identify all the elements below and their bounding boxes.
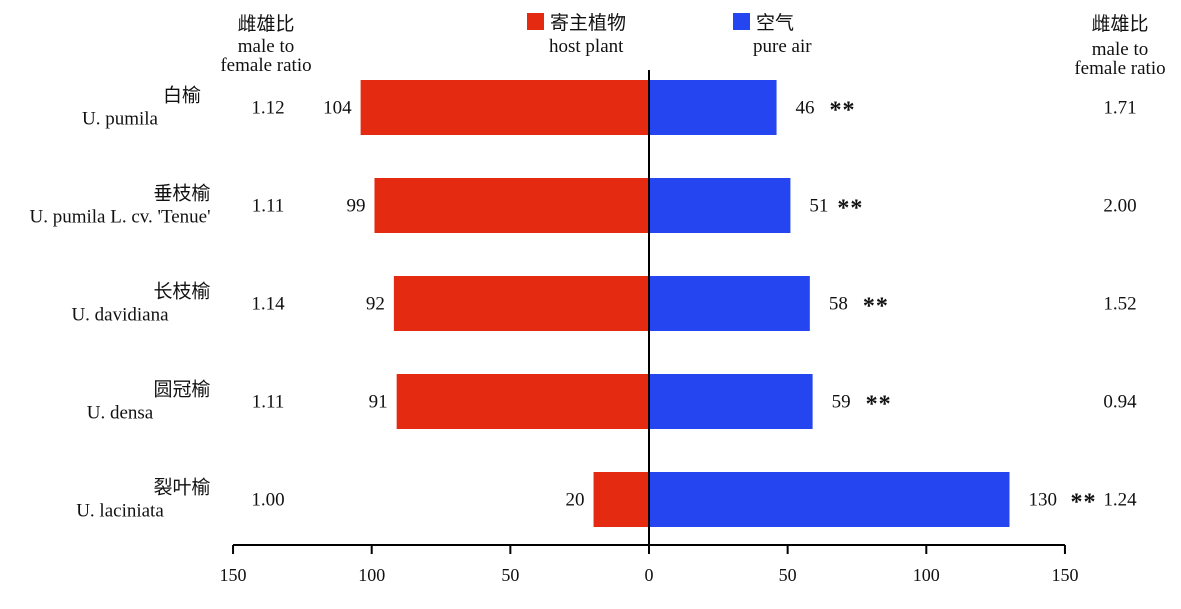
bar-host-plant — [374, 178, 649, 233]
left-ratio-header-en2: female ratio — [220, 55, 311, 76]
category-label-cn: 圆冠榆 — [153, 379, 210, 401]
left-ratio-value: 1.00 — [251, 490, 284, 511]
right-ratio-header: 雌雄比 male to female ratio — [1074, 13, 1165, 79]
bar-host-plant — [360, 80, 649, 135]
legend-swatch-host-plant — [527, 13, 544, 30]
data-label-pure-air: 46 — [796, 98, 815, 119]
left-ratio-header: 雌雄比 male to female ratio — [220, 13, 311, 76]
left-ratio-value: 1.12 — [251, 98, 284, 119]
right-ratio-value: 0.94 — [1103, 392, 1137, 413]
data-label-pure-air: 130 — [1028, 490, 1057, 511]
left-ratio-header-en1: male to — [238, 36, 294, 57]
data-label-host-plant: 20 — [566, 490, 585, 511]
significance-marker: ** — [863, 294, 889, 320]
category-label-cn: 长枝榆 — [153, 281, 210, 303]
bar-pure-air — [649, 472, 1010, 527]
legend-swatch-pure-air — [733, 13, 750, 30]
x-axis: 150 100 50 0 50 100 150 — [220, 544, 1078, 585]
legend-label-host-plant-en: host plant — [549, 36, 624, 57]
data-label-pure-air: 58 — [829, 294, 848, 315]
left-ratio-value: 1.14 — [251, 294, 285, 315]
category-label-latin: U. davidiana — [71, 305, 169, 326]
category-label-cn: 垂枝榆 — [153, 183, 210, 205]
right-ratio-value: 2.00 — [1103, 196, 1136, 217]
bar-host-plant — [396, 374, 649, 429]
category-label-latin: U. pumila L. cv. 'Tenue' — [29, 207, 210, 228]
category-label-latin: U. laciniata — [76, 501, 164, 522]
legend-label-pure-air-cn: 空气 — [756, 12, 794, 34]
legend-label-pure-air-en: pure air — [753, 36, 812, 57]
category-label-latin: U. densa — [87, 403, 154, 424]
data-label-pure-air: 51 — [809, 196, 828, 217]
x-tick-label: 100 — [913, 565, 940, 585]
x-tick-label: 0 — [645, 565, 654, 585]
category-label-cn: 裂叶榆 — [153, 477, 210, 499]
significance-marker: ** — [830, 98, 856, 124]
right-ratio-value: 1.71 — [1103, 98, 1136, 119]
right-ratio-value: 1.52 — [1103, 294, 1136, 315]
data-label-pure-air: 59 — [832, 392, 851, 413]
right-ratio-header-en1: male to — [1092, 39, 1148, 60]
data-label-host-plant: 91 — [369, 392, 388, 413]
legend-label-host-plant-cn: 寄主植物 — [550, 12, 626, 34]
data-label-host-plant: 104 — [323, 98, 352, 119]
bar-pure-air — [649, 178, 791, 233]
bar-host-plant — [593, 472, 649, 527]
left-ratio-value: 1.11 — [252, 392, 285, 413]
left-ratio-header-cn: 雌雄比 — [237, 13, 294, 35]
x-tick-label: 50 — [501, 565, 519, 585]
bar-host-plant — [393, 276, 649, 331]
x-tick-label: 50 — [779, 565, 797, 585]
left-ratio-value: 1.11 — [252, 196, 285, 217]
significance-marker: ** — [866, 392, 892, 418]
significance-marker: ** — [1070, 490, 1096, 516]
right-ratio-header-en2: female ratio — [1074, 58, 1165, 79]
category-label-cn: 白榆 — [163, 85, 201, 107]
x-tick-label: 150 — [220, 565, 247, 585]
significance-marker: ** — [837, 196, 863, 222]
bar-pure-air — [649, 374, 813, 429]
bar-pure-air — [649, 80, 777, 135]
legend: 寄主植物 host plant 空气 pure air — [527, 12, 812, 57]
right-ratio-value: 1.24 — [1103, 490, 1137, 511]
data-label-host-plant: 92 — [366, 294, 385, 315]
bar-pure-air — [649, 276, 810, 331]
category-label-latin: U. pumila — [82, 109, 159, 130]
right-ratio-header-cn: 雌雄比 — [1091, 13, 1148, 35]
data-label-host-plant: 99 — [346, 196, 365, 217]
x-tick-label: 150 — [1051, 565, 1078, 585]
x-tick-label: 100 — [358, 565, 385, 585]
